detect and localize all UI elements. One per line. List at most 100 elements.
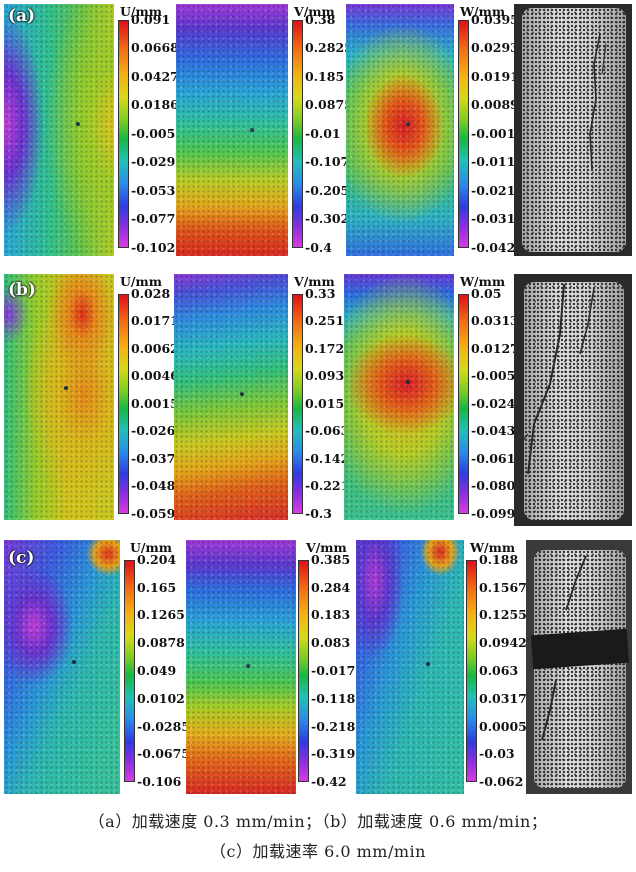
colorbar-u-c: U/mm 0.204 0.165 0.1265 0.0878 0.049 0.0…: [124, 540, 190, 794]
tick-label: -0.1075: [305, 154, 359, 169]
tick-label: 0.0317: [479, 691, 527, 706]
colorbar-w-b: W/mm 0.05 0.0313 0.0127 -0.0058 -0.0245 …: [458, 274, 524, 524]
colorbar-strip: [118, 20, 129, 248]
tick-label: 0.049: [137, 663, 177, 678]
colorbar-title: V/mm: [294, 274, 335, 289]
row-label-a: (a): [8, 6, 36, 26]
u-displacement-field-b: [4, 274, 114, 520]
colorbar-strip: [124, 560, 135, 782]
crack-lines: [589, 33, 607, 170]
tick-label: 0.0313: [471, 313, 519, 328]
tick-label: -0.099: [471, 506, 516, 521]
tick-label: 0.0937: [305, 368, 353, 383]
colorbar-title: W/mm: [460, 4, 506, 19]
tick-label: 0.0427: [131, 69, 179, 84]
tick-label: 0.0191: [471, 69, 519, 84]
tick-label: 0.083: [311, 635, 351, 650]
tick-label: -0.0058: [471, 368, 525, 383]
tick-label: 0.1255: [479, 607, 527, 622]
colorbar-u-b: U/mm 0.028 0.0171 0.0062 0.0046 0.00155 …: [118, 274, 188, 524]
specimen-photo-c: [526, 540, 632, 794]
tick-label: 0.063: [479, 663, 519, 678]
tick-label: 0.00155: [131, 396, 188, 411]
caption-line-2: （c）加载速率 6.0 mm/min: [210, 842, 426, 861]
specimen-photo-a: [514, 4, 632, 256]
row-a: (a) U/mm 0.091 0.0668 0.0427 0.0186 -0.0…: [0, 0, 636, 258]
tick-label: -0.42: [311, 774, 347, 789]
colorbar-title: W/mm: [470, 540, 516, 555]
colorbar-strip: [458, 20, 469, 248]
tick-label: 0.0089: [471, 97, 519, 112]
colorbar-title: U/mm: [130, 540, 172, 555]
crack-lines: [541, 555, 587, 741]
tick-label: -0.0012: [471, 126, 525, 141]
tick-label: 0.0668: [131, 40, 179, 55]
marker-dot: [72, 660, 76, 664]
tick-label: 0.05: [471, 286, 502, 301]
tick-label: 0.091: [131, 12, 171, 27]
v-displacement-field-a: [176, 4, 288, 256]
colorbar-title: U/mm: [120, 4, 162, 19]
v-displacement-field-c: [186, 540, 296, 794]
tick-label: 0.385: [311, 552, 351, 567]
row-label-b: (b): [8, 280, 36, 300]
tick-label: 0.188: [479, 552, 519, 567]
tick-label: 0.183: [311, 607, 351, 622]
tick-label: -0.0431: [471, 423, 525, 438]
tick-label: -0.063: [305, 423, 350, 438]
tick-label: -0.205: [305, 183, 350, 198]
tick-label: -0.218: [311, 719, 356, 734]
colorbar-strip: [292, 294, 303, 514]
tick-label: -0.0675: [137, 746, 191, 761]
tick-label: 0.0102: [137, 691, 185, 706]
row-c: (c) U/mm 0.204 0.165 0.1265 0.0878 0.049…: [0, 536, 636, 798]
rock-specimen: [534, 550, 626, 788]
tick-label: 0.204: [137, 552, 177, 567]
tick-label: 0.2825: [305, 40, 353, 55]
v-displacement-field-b: [174, 274, 288, 520]
row-b: (b) U/mm 0.028 0.0171 0.0062 0.0046 0.00…: [0, 270, 636, 532]
tick-label: 0.38: [305, 12, 336, 27]
marker-dot: [250, 128, 254, 132]
tick-label: 0.1567: [479, 580, 527, 595]
w-displacement-field-a: [346, 4, 454, 256]
marker-dot: [406, 122, 410, 126]
tick-label: -0.042: [471, 240, 516, 255]
caption-line-1: （a）加载速度 0.3 mm/min；（b）加载速度 0.6 mm/min；: [88, 812, 548, 831]
tick-label: 0.0878: [137, 635, 185, 650]
tick-label: -0.0372: [131, 451, 185, 466]
tick-label: 0.028: [131, 286, 171, 301]
colorbar-u-a: U/mm 0.091 0.0668 0.0427 0.0186 -0.0055 …: [118, 4, 184, 256]
colorbar-strip: [298, 560, 309, 782]
tick-label: -0.3: [305, 506, 332, 521]
colorbar-title: V/mm: [294, 4, 335, 19]
tick-label: 0.1725: [305, 341, 353, 356]
tick-label: 0.0046: [131, 368, 179, 383]
marker-dot: [426, 662, 430, 666]
figure: (a) U/mm 0.091 0.0668 0.0427 0.0186 -0.0…: [0, 0, 636, 798]
colorbar-v-a: V/mm 0.38 0.2825 0.185 0.0875 -0.01 -0.1…: [292, 4, 358, 256]
tick-label: -0.059: [131, 506, 176, 521]
tick-label: 0.0005: [479, 719, 527, 734]
tick-label: 0.0942: [479, 635, 527, 650]
w-displacement-field-b: [344, 274, 454, 520]
tick-label: -0.0114: [471, 154, 525, 169]
colorbar-v-c: V/mm 0.385 0.284 0.183 0.083 -0.017 -0.1…: [298, 540, 358, 794]
tick-label: -0.3025: [305, 211, 359, 226]
colorbar-strip: [292, 20, 303, 248]
marker-dot: [406, 380, 410, 384]
tick-label: -0.01: [305, 126, 341, 141]
tick-label: -0.0617: [471, 451, 525, 466]
tick-label: 0.015: [305, 396, 345, 411]
tick-label: -0.0263: [131, 423, 185, 438]
tick-label: 0.0171: [131, 313, 179, 328]
tick-label: 0.0062: [131, 341, 179, 356]
u-displacement-field-a: [4, 4, 114, 256]
tick-label: -0.0778: [131, 211, 185, 226]
tick-label: -0.0481: [131, 478, 185, 493]
tick-label: 0.185: [305, 69, 345, 84]
tick-label: -0.017: [311, 663, 356, 678]
rock-specimen: [524, 282, 624, 520]
specimen-photo-b: [514, 274, 632, 526]
colorbar-strip: [118, 294, 129, 514]
